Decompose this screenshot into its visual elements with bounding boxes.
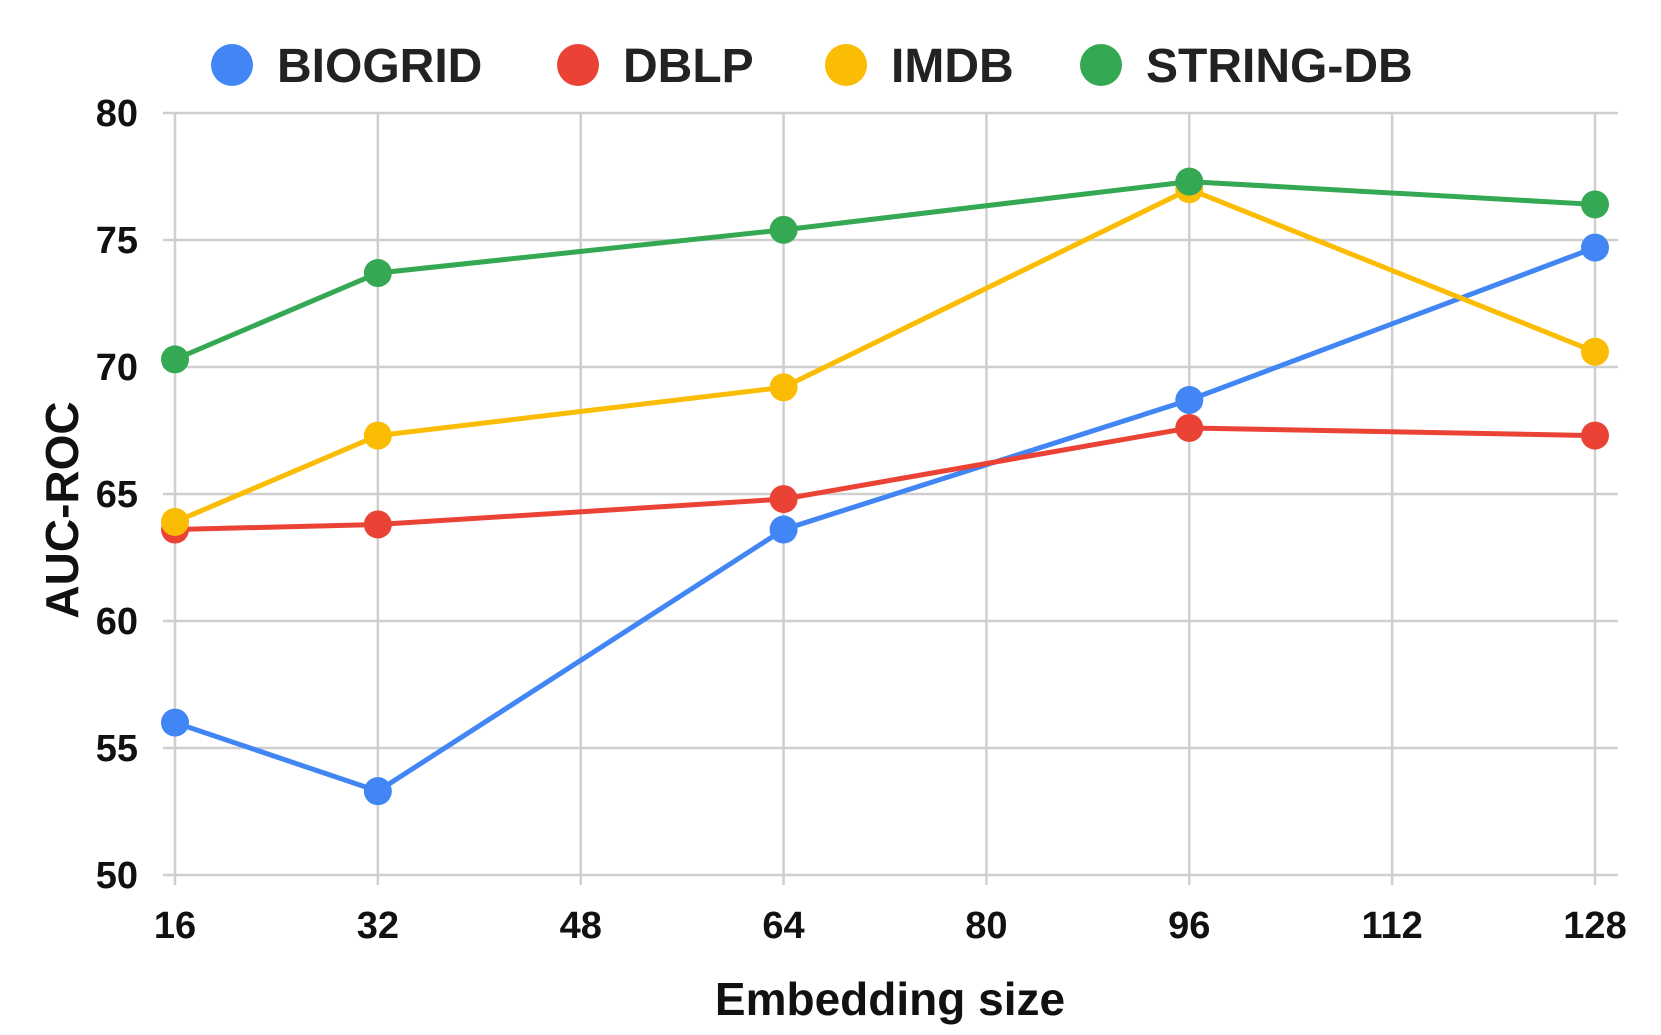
- x-tick-label: 96: [1168, 905, 1210, 947]
- series-string-db: [161, 167, 1609, 374]
- data-point: [161, 708, 189, 737]
- x-axis-title: Embedding size: [715, 973, 1065, 1025]
- series-biogrid: [161, 233, 1609, 806]
- x-tick-label: 64: [762, 905, 804, 947]
- x-tick-label: 80: [965, 905, 1007, 947]
- legend-marker: [211, 44, 253, 86]
- grid: [163, 111, 1618, 885]
- y-tick-label: 80: [96, 93, 138, 135]
- y-tick-label: 65: [96, 474, 138, 516]
- data-point: [1581, 233, 1609, 262]
- data-point: [363, 777, 392, 806]
- x-tick-label: 112: [1361, 905, 1422, 947]
- legend-label: STRING-DB: [1146, 40, 1413, 93]
- x-tick-label: 48: [560, 905, 602, 947]
- x-tick-label: 128: [1563, 905, 1626, 947]
- legend-item-string-db: STRING-DB: [1080, 40, 1413, 93]
- legend-item-imdb: IMDB: [825, 40, 1014, 93]
- x-tick-label: 16: [154, 905, 196, 947]
- data-point: [769, 485, 798, 514]
- data-point: [363, 259, 392, 288]
- legend-label: DBLP: [623, 40, 754, 93]
- data-point: [1175, 386, 1204, 415]
- legend-label: BIOGRID: [277, 40, 482, 93]
- legend-marker: [825, 44, 867, 86]
- data-point: [1175, 413, 1204, 442]
- data-point: [363, 421, 392, 450]
- legend-item-biogrid: BIOGRID: [211, 40, 482, 93]
- data-point: [161, 507, 189, 536]
- legend-marker: [1080, 44, 1122, 86]
- legend-item-dblp: DBLP: [557, 40, 754, 93]
- y-tick-label: 55: [96, 728, 138, 770]
- data-point: [1175, 167, 1204, 196]
- data-point: [1581, 337, 1609, 366]
- data-point: [769, 515, 798, 544]
- legend: BIOGRID DBLP IMDB STRING-DB: [211, 40, 1413, 93]
- y-tick-label: 60: [96, 601, 138, 643]
- data-point: [363, 510, 392, 539]
- series-lines: [161, 167, 1609, 806]
- legend-label: IMDB: [891, 40, 1014, 93]
- data-point: [161, 345, 189, 374]
- axis-ticks: 50 55 60 65 70 75 80 16 32 48 64 80 96 112 128: [96, 93, 1627, 947]
- data-point: [769, 215, 798, 244]
- y-axis-title: AUC-ROC: [36, 401, 88, 618]
- data-point: [769, 373, 798, 402]
- data-point: [1581, 190, 1609, 219]
- series-imdb: [161, 175, 1609, 536]
- y-tick-label: 70: [96, 347, 138, 389]
- legend-marker: [557, 44, 599, 86]
- data-point: [1581, 421, 1609, 450]
- x-tick-label: 32: [357, 905, 399, 947]
- y-tick-label: 50: [96, 855, 138, 897]
- y-tick-label: 75: [96, 220, 138, 262]
